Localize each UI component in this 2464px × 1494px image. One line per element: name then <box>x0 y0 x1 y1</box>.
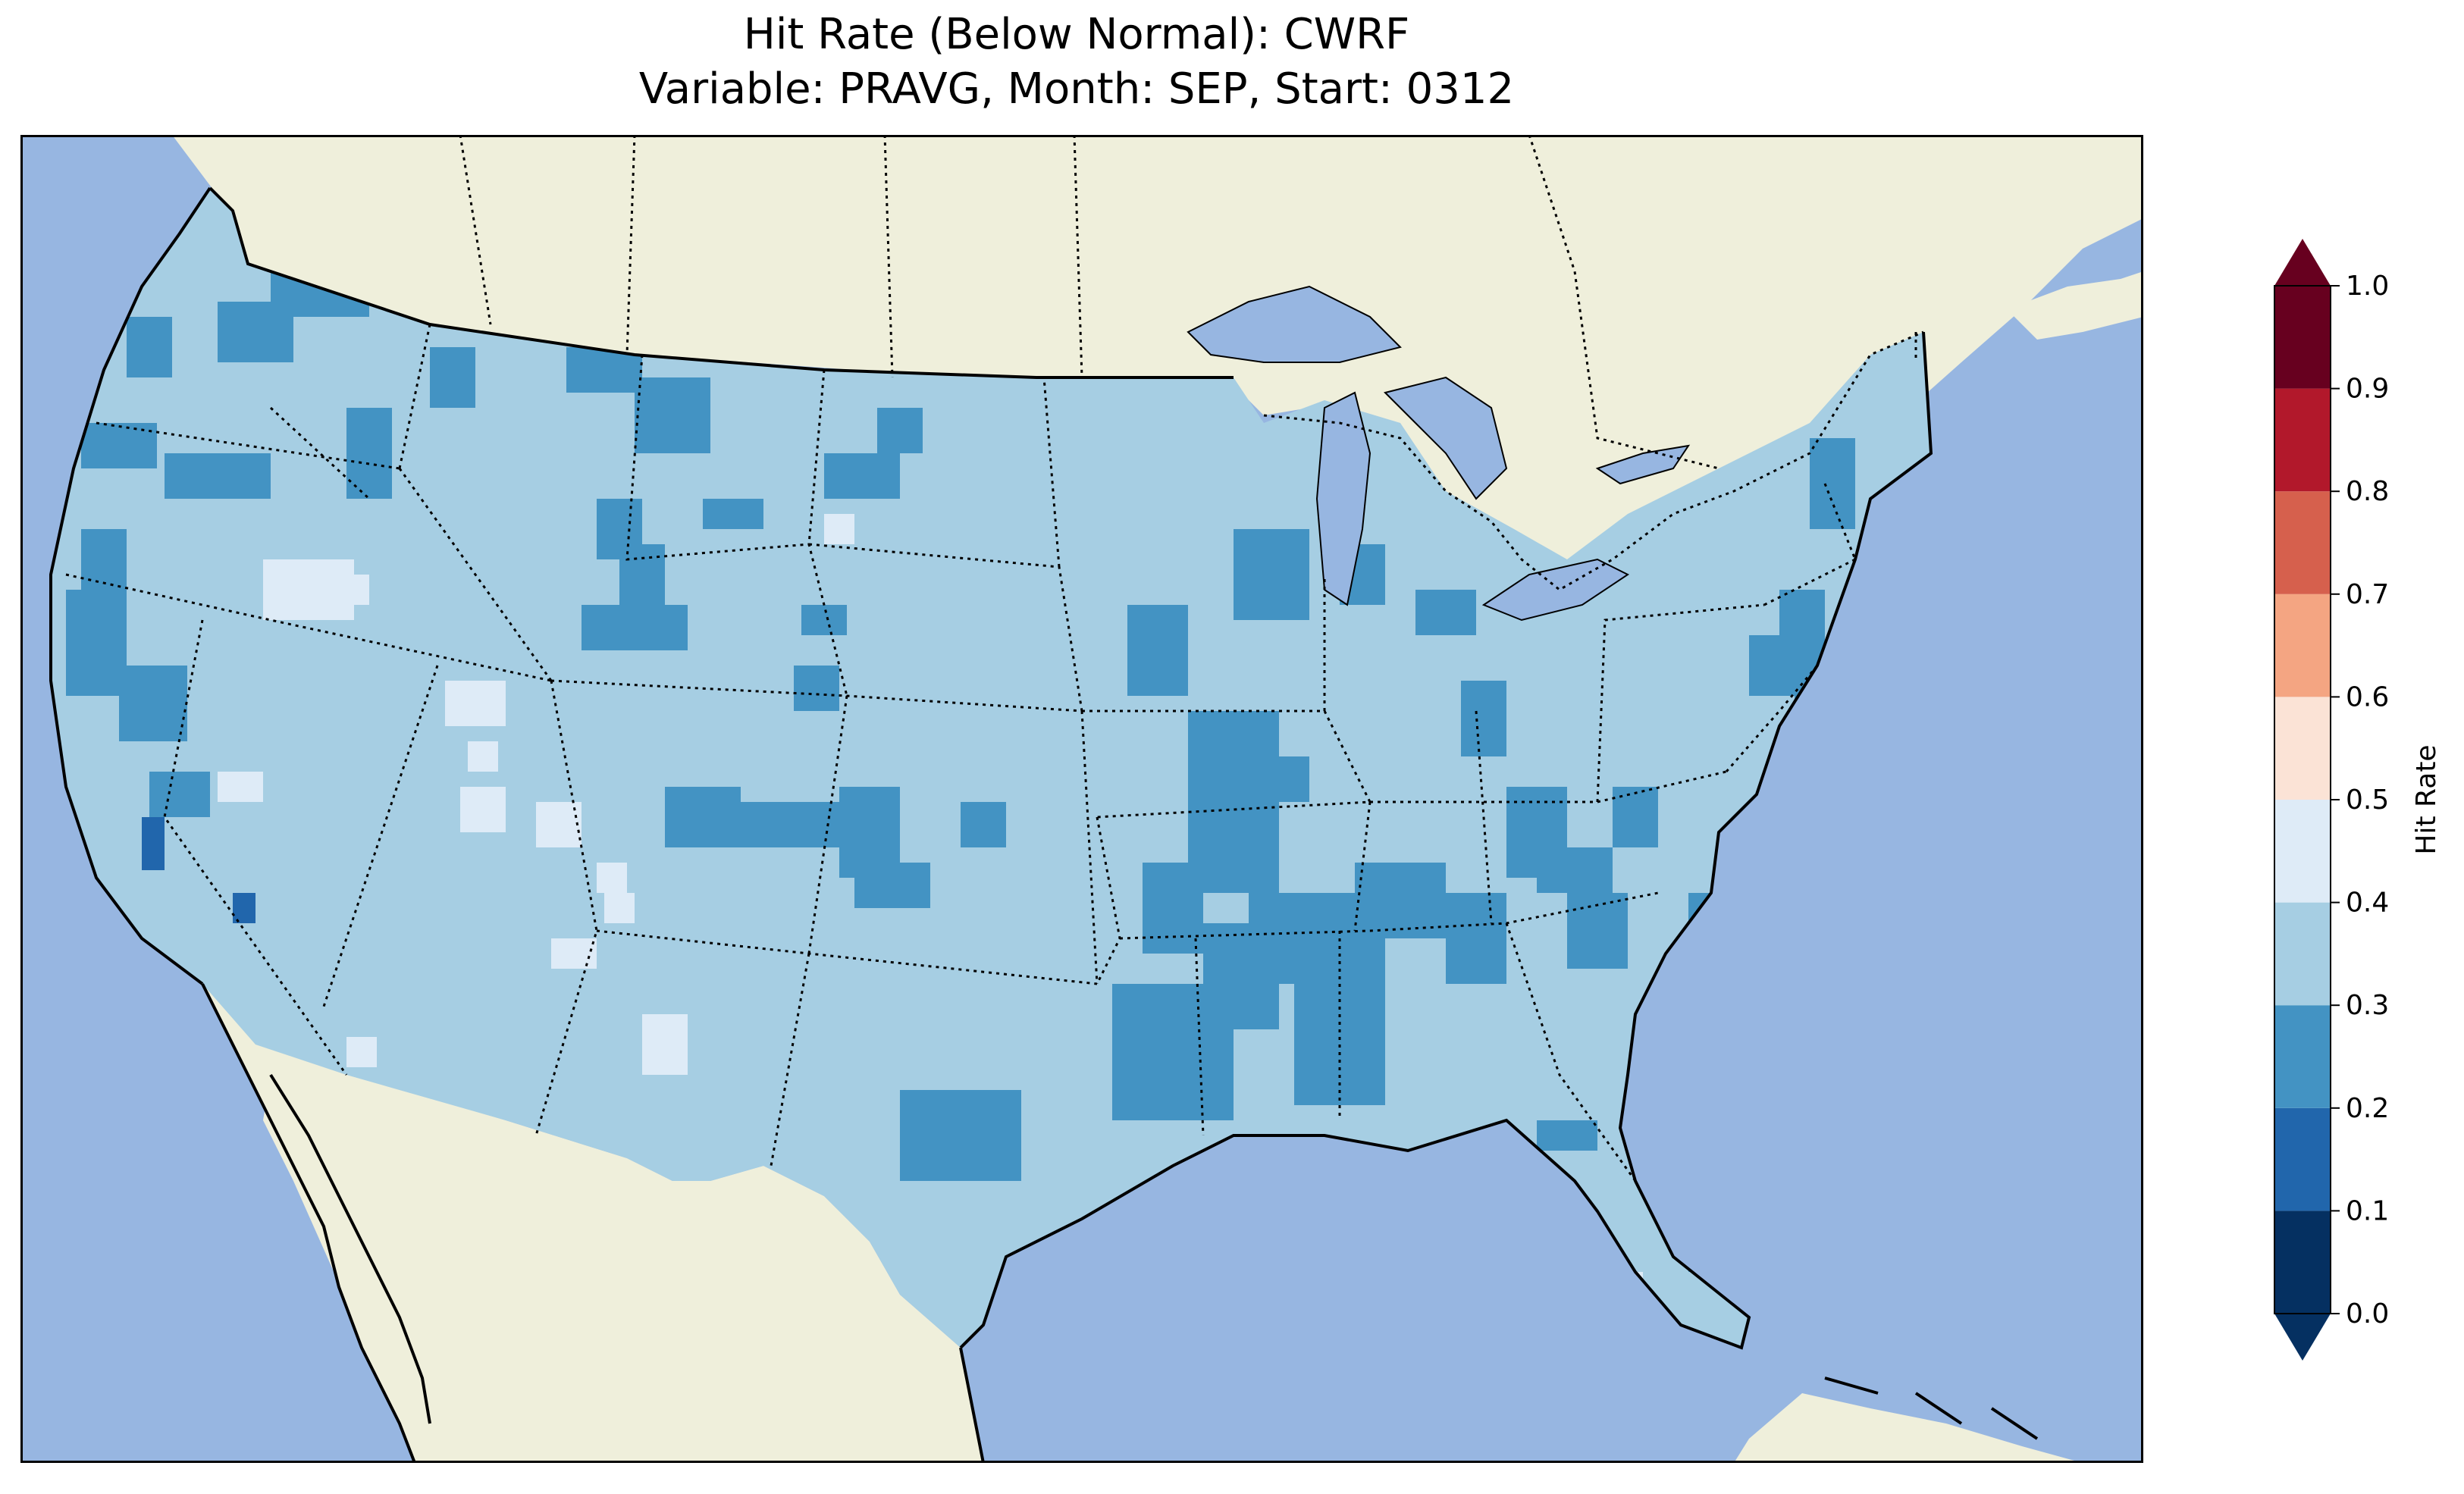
map-subtitle: Variable: PRAVG, Month: SEP, Start: 0312 <box>638 64 1515 114</box>
colorbar-bin <box>2274 1005 2331 1108</box>
colorbar-tick-label: 0.4 <box>2346 888 2389 919</box>
field-cell <box>635 377 710 453</box>
field-cell <box>66 590 127 696</box>
field-cell <box>1461 681 1506 756</box>
field-cell <box>218 302 293 362</box>
canada-border <box>1263 330 1924 591</box>
colorbar-tick-label: 1.0 <box>2346 271 2389 302</box>
colorbar-bins <box>2274 286 2331 1314</box>
field-cell <box>324 575 369 605</box>
field-cell <box>81 529 127 590</box>
colorbar-tick-label: 0.0 <box>2346 1298 2389 1330</box>
field-cell <box>1415 590 1476 635</box>
field-cell <box>854 863 930 908</box>
field-cell <box>1127 605 1188 696</box>
colorbar-bin <box>2274 902 2331 1006</box>
colorbar-bin <box>2274 1107 2331 1211</box>
field-cell <box>877 408 923 453</box>
field-cell <box>1143 863 1203 954</box>
colorbar-tick-label: 0.3 <box>2346 990 2389 1021</box>
field-cell <box>1234 529 1309 620</box>
colorbar-tick-label: 0.6 <box>2346 681 2389 713</box>
field-cell <box>824 453 900 499</box>
field-cell <box>468 741 498 772</box>
field-cell <box>930 1135 1006 1181</box>
field-cell <box>233 893 255 923</box>
colorbar: 0.0 0.1 0.2 0.3 0.4 0.5 0.6 0.7 0.8 0.9 1.0 Hit Ra… <box>2274 239 2442 1361</box>
field-cell <box>1749 635 1795 696</box>
field-cell <box>430 347 475 408</box>
colorbar-tick-label: 0.5 <box>2346 785 2389 816</box>
state-borders <box>65 324 1857 1182</box>
field-cell <box>794 666 839 711</box>
field-cell <box>604 893 635 923</box>
colorbar-bin <box>2274 491 2331 594</box>
field-cell <box>961 802 1006 847</box>
colorbar-bin <box>2274 594 2331 697</box>
florida-keys <box>1824 1377 2039 1440</box>
field-cell <box>81 423 157 468</box>
field-cell <box>142 817 165 870</box>
conus-coastline <box>49 186 1933 1350</box>
field-cell <box>218 772 263 802</box>
field-cell <box>551 938 597 969</box>
canada-province-borders <box>459 135 1917 470</box>
field-cell <box>597 863 627 893</box>
field-cell <box>1537 1120 1597 1151</box>
field-cell <box>703 499 763 529</box>
mexico-coastline <box>201 983 985 1463</box>
field-cell <box>733 802 839 847</box>
field-cell <box>665 787 741 847</box>
map-panel <box>20 135 2143 1463</box>
field-cell <box>1537 847 1613 893</box>
colorbar-extend-low <box>2274 1314 2331 1361</box>
colorbar-bin <box>2274 800 2331 903</box>
field-cell <box>801 605 847 635</box>
field-cell <box>597 499 642 559</box>
colorbar-bin <box>2274 1211 2331 1314</box>
colorbar-bin <box>2274 388 2331 492</box>
field-cell <box>1446 893 1506 984</box>
field-cell <box>165 453 271 499</box>
colorbar-tick-label: 0.2 <box>2346 1093 2389 1124</box>
field-cell <box>582 605 688 650</box>
field-cell <box>1810 438 1855 529</box>
field-cell <box>445 681 506 726</box>
colorbar-tick-label: 0.1 <box>2346 1195 2389 1226</box>
field-cell <box>127 317 172 377</box>
field-cell <box>642 1014 688 1075</box>
colorbar-tick-label: 0.8 <box>2346 476 2389 507</box>
field-cell <box>1355 863 1446 938</box>
colorbar-tick-label: 0.7 <box>2346 579 2389 610</box>
map-title: Hit Rate (Below Normal): CWRF <box>743 10 1410 59</box>
baja-peninsula <box>263 1075 430 1424</box>
canada-land <box>172 135 2143 590</box>
field-cell <box>346 408 392 499</box>
field-cell <box>1234 756 1309 802</box>
colorbar-ticks: 0.0 0.1 0.2 0.3 0.4 0.5 0.6 0.7 0.8 0.9 1.0 <box>2331 271 2389 1330</box>
baja-coastline <box>269 1073 431 1424</box>
field-cell <box>460 787 506 832</box>
field-cell <box>119 666 187 741</box>
colorbar-extend-high <box>2274 239 2331 286</box>
cuba-land <box>1734 1393 2083 1463</box>
field-cell <box>346 1037 377 1067</box>
great-lakes <box>1187 285 1691 622</box>
field-cell <box>824 514 854 544</box>
colorbar-bin <box>2274 697 2331 800</box>
nova-scotia-land <box>2007 271 2143 340</box>
field-cell <box>149 772 210 817</box>
colorbar-label: Hit Rate <box>2411 744 2442 854</box>
colorbar-tick-label: 0.9 <box>2346 374 2389 405</box>
colorbar-bin <box>2274 286 2331 389</box>
